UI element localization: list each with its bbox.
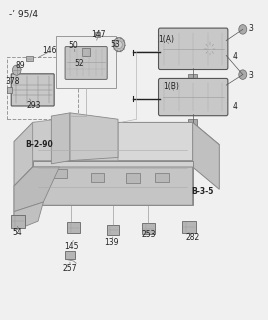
Text: 146: 146 <box>42 45 57 55</box>
Circle shape <box>113 38 125 52</box>
FancyBboxPatch shape <box>65 47 107 79</box>
Polygon shape <box>14 123 33 186</box>
Polygon shape <box>14 202 43 231</box>
FancyBboxPatch shape <box>159 28 228 69</box>
Polygon shape <box>14 167 59 212</box>
FancyBboxPatch shape <box>159 78 228 116</box>
Text: 257: 257 <box>62 264 77 274</box>
Bar <box>56 36 116 88</box>
Bar <box>182 221 196 233</box>
Bar <box>7 57 78 119</box>
Text: B-2-90: B-2-90 <box>25 140 53 149</box>
Polygon shape <box>33 161 193 205</box>
FancyBboxPatch shape <box>11 74 54 106</box>
Bar <box>67 222 80 233</box>
Bar <box>126 173 140 183</box>
Polygon shape <box>14 167 193 224</box>
Text: 54: 54 <box>12 228 22 236</box>
Text: 282: 282 <box>185 233 199 242</box>
Text: 147: 147 <box>91 30 105 39</box>
Bar <box>142 223 155 234</box>
Bar <box>155 173 169 182</box>
Text: 53: 53 <box>110 40 120 49</box>
Bar <box>7 87 12 93</box>
Polygon shape <box>193 123 219 189</box>
Bar <box>82 49 90 56</box>
Text: 52: 52 <box>74 59 84 68</box>
Circle shape <box>239 25 247 34</box>
Text: 145: 145 <box>64 242 79 251</box>
Text: 3: 3 <box>249 71 254 80</box>
Text: 1(B): 1(B) <box>163 82 179 91</box>
Text: B-3-5: B-3-5 <box>191 188 214 196</box>
Text: 378: 378 <box>5 77 20 86</box>
Text: 139: 139 <box>104 238 119 247</box>
Bar <box>26 56 34 61</box>
Text: 293: 293 <box>26 101 40 110</box>
Bar <box>91 173 104 182</box>
Text: 253: 253 <box>141 230 156 239</box>
Text: 50: 50 <box>69 41 79 51</box>
Bar <box>53 169 67 179</box>
Text: 4: 4 <box>233 52 237 60</box>
Polygon shape <box>70 113 118 161</box>
Polygon shape <box>51 113 70 164</box>
Text: 3: 3 <box>249 24 254 33</box>
Circle shape <box>239 70 247 79</box>
Bar <box>188 74 198 81</box>
Text: 1(A): 1(A) <box>158 35 174 44</box>
Text: 4: 4 <box>233 102 237 111</box>
Bar <box>65 252 75 260</box>
Circle shape <box>116 41 122 49</box>
Polygon shape <box>33 116 118 161</box>
Text: 89: 89 <box>15 61 25 70</box>
Polygon shape <box>33 123 219 161</box>
Bar <box>95 32 100 37</box>
Circle shape <box>12 65 21 75</box>
Bar <box>11 215 25 228</box>
Bar <box>188 119 198 126</box>
Text: -’ 95/4: -’ 95/4 <box>9 10 38 19</box>
Bar <box>107 225 118 235</box>
